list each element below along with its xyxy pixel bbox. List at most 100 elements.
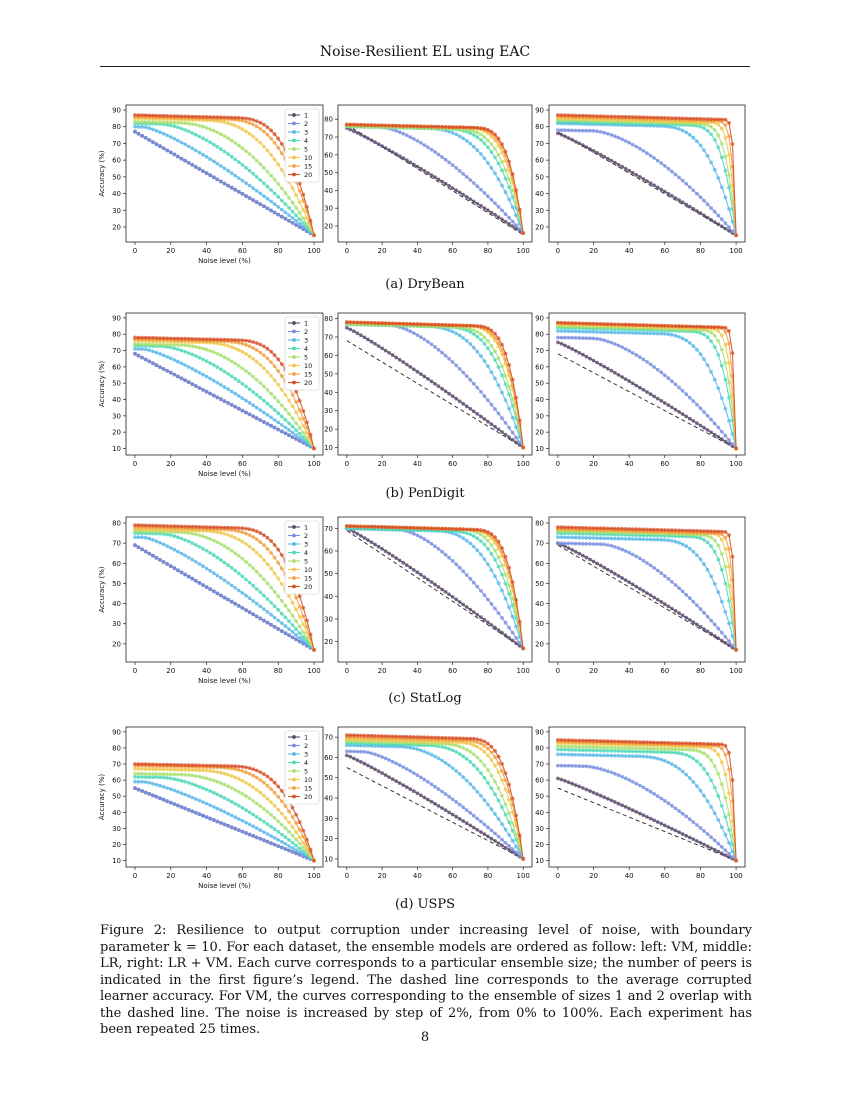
data-point xyxy=(179,376,184,381)
data-point xyxy=(634,584,639,589)
y-tick-label: 50 xyxy=(535,380,544,388)
data-point xyxy=(471,527,476,532)
data-point xyxy=(598,337,603,342)
data-point xyxy=(258,395,263,400)
data-point xyxy=(479,528,483,532)
data-point xyxy=(489,370,494,374)
data-point xyxy=(204,138,209,143)
data-point xyxy=(154,350,159,355)
data-point xyxy=(570,335,575,340)
data-point xyxy=(276,576,281,581)
data-point xyxy=(262,194,266,199)
data-point xyxy=(680,589,685,594)
data-point xyxy=(723,641,728,645)
data-point xyxy=(479,324,483,329)
data-point xyxy=(461,569,466,574)
data-point xyxy=(489,836,494,841)
data-point xyxy=(556,128,560,133)
data-point xyxy=(719,325,724,330)
data-point xyxy=(584,536,589,540)
data-point xyxy=(376,753,381,758)
data-point xyxy=(730,643,735,648)
data-point xyxy=(588,356,592,361)
data-point xyxy=(197,581,202,585)
data-point xyxy=(584,555,589,560)
y-tick-label: 50 xyxy=(112,580,121,588)
data-point xyxy=(233,767,238,771)
data-point xyxy=(401,765,406,769)
data-point xyxy=(387,525,391,530)
data-point xyxy=(265,796,270,801)
data-point xyxy=(383,756,388,761)
data-point xyxy=(251,528,256,532)
data-point xyxy=(709,574,713,579)
data-point xyxy=(510,415,515,420)
data-point xyxy=(197,337,202,341)
data-point xyxy=(197,774,202,779)
data-point xyxy=(695,402,699,407)
data-point xyxy=(719,429,724,434)
data-point xyxy=(447,810,451,815)
data-point xyxy=(493,625,497,630)
data-point xyxy=(666,528,671,532)
data-point xyxy=(503,581,508,586)
x-tick-label: 40 xyxy=(202,460,211,468)
data-point xyxy=(489,543,494,547)
data-point xyxy=(616,322,621,327)
data-point xyxy=(645,591,649,595)
data-point xyxy=(616,135,621,140)
data-point xyxy=(158,775,162,780)
data-point xyxy=(482,417,487,421)
legend-label: 2 xyxy=(304,328,308,336)
data-point xyxy=(514,844,518,849)
data-point xyxy=(190,524,195,529)
data-point xyxy=(247,401,252,405)
data-point xyxy=(265,422,270,426)
x-tick-label: 40 xyxy=(625,247,634,255)
data-point xyxy=(609,368,614,373)
data-point xyxy=(390,759,395,764)
data-point xyxy=(486,326,490,331)
y-tick-label: 50 xyxy=(535,173,544,181)
data-point xyxy=(401,360,406,364)
y-tick-label: 70 xyxy=(535,140,544,148)
data-point xyxy=(573,336,578,340)
data-point xyxy=(559,335,564,340)
data-point xyxy=(680,613,685,618)
data-point xyxy=(415,139,420,143)
data-point xyxy=(673,196,678,200)
data-point xyxy=(362,123,367,127)
data-point xyxy=(373,341,377,346)
data-point xyxy=(211,538,216,543)
data-point xyxy=(479,414,483,419)
data-point xyxy=(475,329,480,334)
data-point xyxy=(598,362,603,367)
data-point xyxy=(294,619,298,623)
data-point xyxy=(595,322,599,326)
data-point xyxy=(556,320,560,325)
data-point xyxy=(283,624,288,628)
data-point xyxy=(168,762,173,767)
data-point xyxy=(559,541,564,546)
x-tick-label: 60 xyxy=(448,247,457,255)
data-point xyxy=(215,530,220,535)
data-point xyxy=(613,134,617,139)
legend-label: 15 xyxy=(304,785,312,793)
data-point xyxy=(147,335,152,340)
data-point xyxy=(461,805,466,810)
data-point xyxy=(236,537,241,542)
data-point xyxy=(598,563,603,568)
legend-label: 3 xyxy=(304,337,308,345)
x-tick-label: 20 xyxy=(378,667,387,675)
data-point xyxy=(258,836,263,841)
data-point xyxy=(161,560,166,564)
data-point xyxy=(272,408,277,412)
data-point xyxy=(662,538,667,542)
data-point xyxy=(623,537,628,541)
data-point xyxy=(240,163,245,167)
data-point xyxy=(440,745,444,749)
data-point xyxy=(670,116,674,120)
data-point xyxy=(201,546,205,551)
data-point xyxy=(581,113,585,118)
data-point xyxy=(475,125,480,130)
